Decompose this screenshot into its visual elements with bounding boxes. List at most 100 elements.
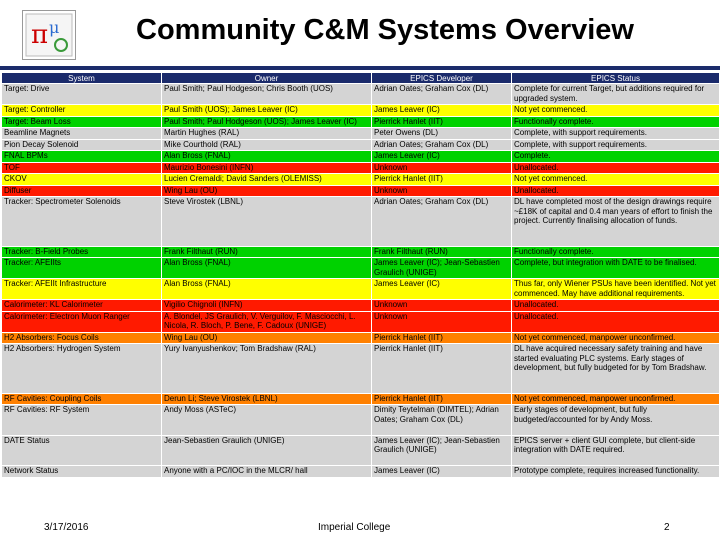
table-row: Target: Drive Paul Smith; Paul Hodgeson; … (1, 83, 720, 105)
system-cell: Target: Beam Loss (1, 115, 162, 128)
status-cell: Unallocated. (511, 310, 720, 333)
system-cell: DATE Status (1, 434, 162, 466)
system-cell: Beamline Magnets (1, 127, 162, 140)
developer-cell: James Leaver (IC); Jean-Sebastien Grauli… (371, 434, 512, 466)
table-row: RF Cavities: RF System Andy Moss (ASTeC) D… (1, 404, 720, 436)
status-cell: Not yet commenced. (511, 104, 720, 117)
owner-cell: Alan Bross (FNAL) (161, 278, 372, 300)
status-cell: Unallocated. (511, 299, 720, 312)
developer-cell: Adrian Oates; Graham Cox (DL) (371, 138, 512, 151)
status-cell: EPICS server + client GUI complete, but … (511, 434, 720, 466)
developer-cell: Adrian Oates; Graham Cox (DL) (371, 83, 512, 105)
status-cell: Not yet commenced, manpower unconfirmed. (511, 392, 720, 405)
developer-cell: Unknown (371, 184, 512, 197)
developer-cell: Pierrick Hanlet (IIT) (371, 343, 512, 394)
table-row: Tracker: Spectrometer Solenoids Steve Vir… (1, 196, 720, 247)
table-row: Pion Decay Solenoid Mike Courthold (RAL) A… (1, 138, 720, 151)
system-cell: Calorimeter: Electron Muon Ranger (1, 310, 162, 333)
system-cell: Target: Drive (1, 83, 162, 105)
table-row: RF Cavities: Coupling Coils Derun Li; Ste… (1, 392, 720, 405)
owner-cell: Alan Bross (FNAL) (161, 257, 372, 279)
status-cell: Unallocated. (511, 184, 720, 197)
system-cell: Target: Controller (1, 104, 162, 117)
table-row: Tracker: B-Field Probes Frank Filthaut (R… (1, 245, 720, 258)
system-cell: Tracker: Spectrometer Solenoids (1, 196, 162, 247)
owner-cell: Jean-Sebastien Graulich (UNIGE) (161, 434, 372, 466)
system-cell: FNAL BPMs (1, 150, 162, 163)
system-cell: Tracker: AFEIIts (1, 257, 162, 279)
status-cell: DL have completed most of the design dra… (511, 196, 720, 247)
table-row: Target: Controller Paul Smith (UOS); Jame… (1, 104, 720, 117)
status-cell: Unallocated. (511, 161, 720, 174)
mice-logo: π μ (22, 10, 76, 60)
developer-cell: Pierrick Hanlet (IIT) (371, 173, 512, 186)
header-owner: Owner (161, 72, 372, 84)
table-header-row: System Owner EPICS Developer EPICS Statu… (1, 72, 720, 84)
status-cell: Prototype complete, requires increased f… (511, 465, 720, 478)
developer-cell: James Leaver (IC) (371, 465, 512, 478)
table-row: Calorimeter: Electron Muon Ranger A. Blon… (1, 310, 720, 333)
owner-cell: Yury Ivanyushenkov; Tom Bradshaw (RAL) (161, 343, 372, 394)
developer-cell: Peter Owens (DL) (371, 127, 512, 140)
owner-cell: Martin Hughes (RAL) (161, 127, 372, 140)
table-row: Network Status Anyone with a PC/IOC in th… (1, 465, 720, 478)
system-cell: Diffuser (1, 184, 162, 197)
status-cell: Not yet commenced, manpower unconfirmed. (511, 331, 720, 344)
title-divider (0, 66, 720, 70)
systems-table: System Owner EPICS Developer EPICS Statu… (1, 72, 720, 478)
table-row: Calorimeter: KL Calorimeter Vigilio Chign… (1, 299, 720, 312)
owner-cell: Mike Courthold (RAL) (161, 138, 372, 151)
system-cell: RF Cavities: Coupling Coils (1, 392, 162, 405)
system-cell: Network Status (1, 465, 162, 478)
system-cell: Pion Decay Solenoid (1, 138, 162, 151)
header-epics-developer: EPICS Developer (371, 72, 512, 84)
table-row: H2 Absorbers: Hydrogen System Yury Ivanyu… (1, 343, 720, 394)
developer-cell: Unknown (371, 310, 512, 333)
owner-cell: Derun Li; Steve Virostek (LBNL) (161, 392, 372, 405)
owner-cell: Steve Virostek (LBNL) (161, 196, 372, 247)
developer-cell: Pierrick Hanlet (IIT) (371, 331, 512, 344)
developer-cell: Adrian Oates; Graham Cox (DL) (371, 196, 512, 247)
footer-date: 3/17/2016 (44, 522, 89, 533)
system-cell: H2 Absorbers: Focus Coils (1, 331, 162, 344)
developer-cell: James Leaver (IC) (371, 278, 512, 300)
owner-cell: A. Blondel, JS Graulich, V. Verguilov, F… (161, 310, 372, 333)
owner-cell: Alan Bross (FNAL) (161, 150, 372, 163)
status-cell: Thus far, only Wiener PSUs have been ide… (511, 278, 720, 300)
owner-cell: Lucien Cremaldi; David Sanders (OLEMISS) (161, 173, 372, 186)
table-row: Diffuser Wing Lau (OU) Unknown Unallocated. (1, 184, 720, 197)
system-cell: H2 Absorbers: Hydrogen System (1, 343, 162, 394)
developer-cell: Unknown (371, 161, 512, 174)
owner-cell: Paul Smith; Paul Hodgeson (UOS); James L… (161, 115, 372, 128)
developer-cell: James Leaver (IC); Jean-Sebastien Grauli… (371, 257, 512, 279)
system-cell: Calorimeter: KL Calorimeter (1, 299, 162, 312)
developer-cell: Dimity Teytelman (DIMTEL); Adrian Oates;… (371, 404, 512, 436)
system-cell: Tracker: AFEIIt Infrastructure (1, 278, 162, 300)
owner-cell: Paul Smith; Paul Hodgeson; Chris Booth (… (161, 83, 372, 105)
owner-cell: Anyone with a PC/IOC in the MLCR/ hall (161, 465, 372, 478)
status-cell: Functionally complete. (511, 245, 720, 258)
system-cell: Tracker: B-Field Probes (1, 245, 162, 258)
table-row: FNAL BPMs Alan Bross (FNAL) James Leaver (… (1, 150, 720, 163)
footer-organization: Imperial College (318, 522, 391, 533)
owner-cell: Maurizio Bonesini (INFN) (161, 161, 372, 174)
developer-cell: James Leaver (IC) (371, 150, 512, 163)
svg-text:π: π (31, 20, 48, 50)
developer-cell: Frank Filthaut (RUN) (371, 245, 512, 258)
svg-text:μ: μ (49, 18, 59, 37)
header-epics-status: EPICS Status (511, 72, 720, 84)
developer-cell: Pierrick Hanlet (IIT) (371, 115, 512, 128)
status-cell: Not yet commenced. (511, 173, 720, 186)
table-row: DATE Status Jean-Sebastien Graulich (UNIG… (1, 434, 720, 466)
footer-page-number: 2 (664, 522, 670, 533)
status-cell: Complete for current Target, but additio… (511, 83, 720, 105)
table-row: Target: Beam Loss Paul Smith; Paul Hodges… (1, 115, 720, 128)
table-row: Beamline Magnets Martin Hughes (RAL) Peter… (1, 127, 720, 140)
status-cell: Complete, with support requirements. (511, 127, 720, 140)
status-cell: Early stages of development, but fully b… (511, 404, 720, 436)
developer-cell: James Leaver (IC) (371, 104, 512, 117)
owner-cell: Paul Smith (UOS); James Leaver (IC) (161, 104, 372, 117)
status-cell: DL have acquired necessary safety traini… (511, 343, 720, 394)
table-row: Tracker: AFEIIt Infrastructure Alan Bross… (1, 278, 720, 300)
status-cell: Functionally complete. (511, 115, 720, 128)
